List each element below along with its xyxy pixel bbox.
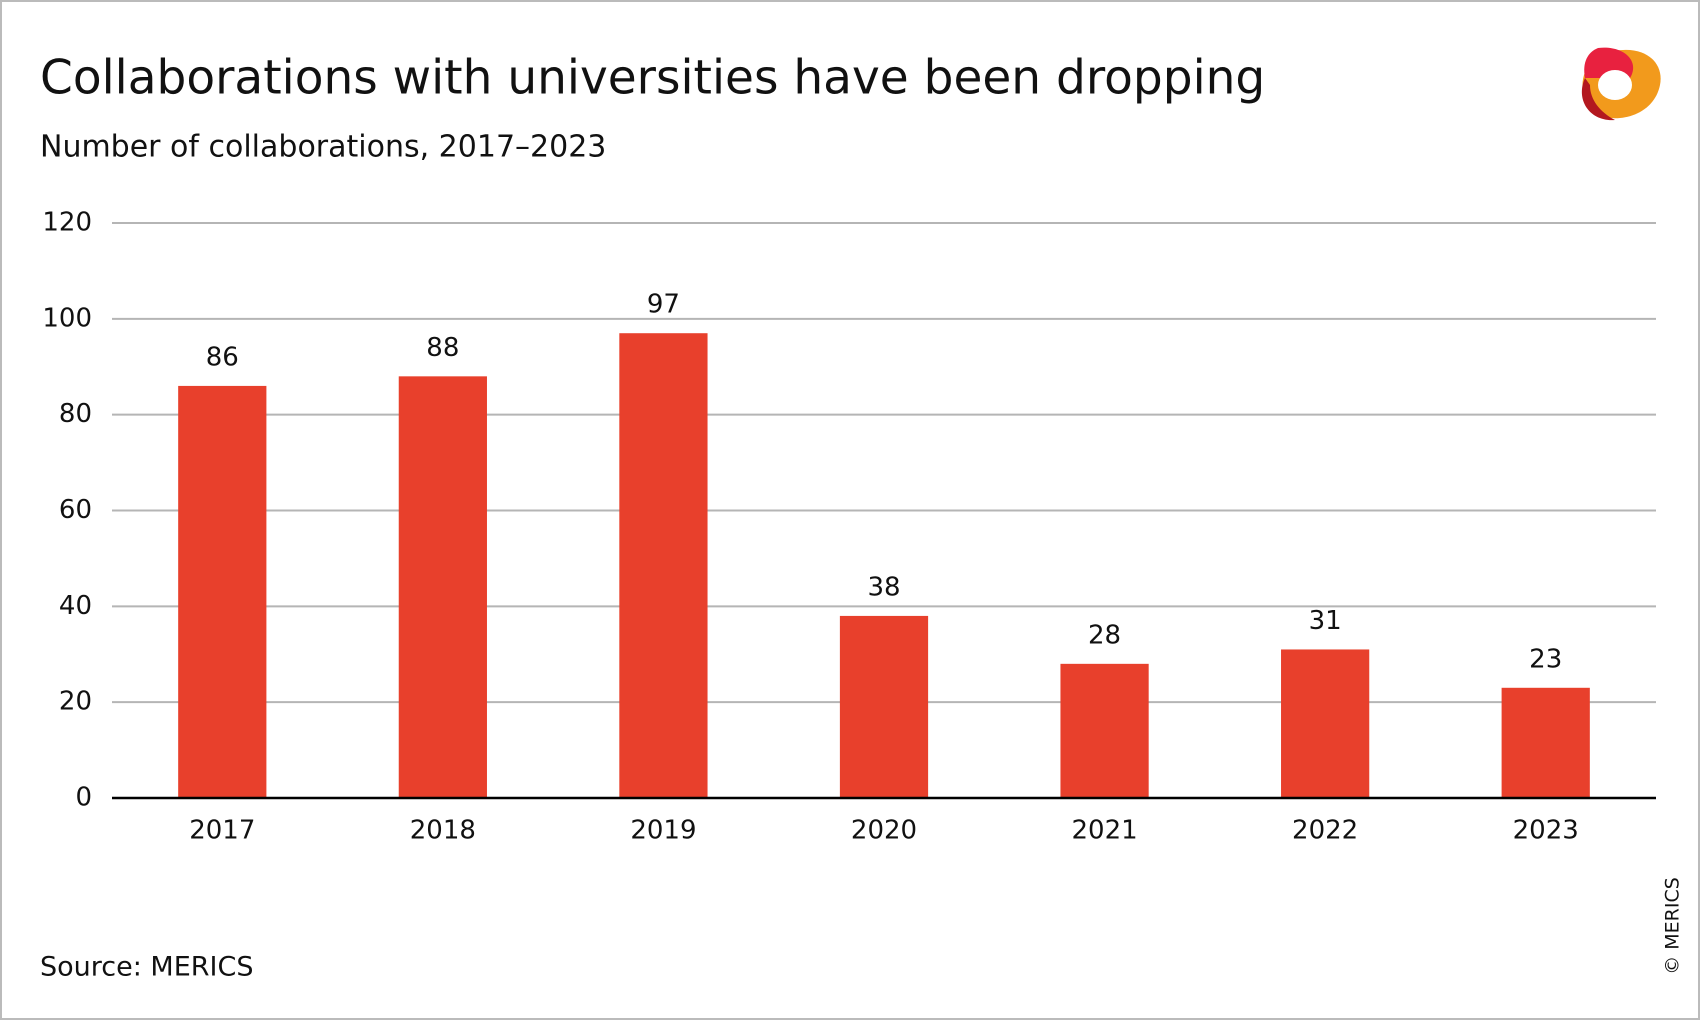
x-tick-label: 2023	[1513, 816, 1579, 846]
x-tick-label: 2021	[1071, 816, 1137, 846]
bar	[1281, 649, 1370, 798]
bar	[1060, 663, 1149, 798]
source: Source: MERICS	[40, 952, 253, 983]
y-tick-label: 0	[75, 783, 92, 813]
copyright: © MERICS	[1662, 877, 1684, 975]
bar	[398, 376, 487, 798]
data-label: 86	[206, 342, 239, 372]
y-tick-label: 100	[42, 303, 92, 333]
data-label: 31	[1309, 606, 1342, 636]
y-tick-label: 80	[59, 399, 92, 429]
y-tick-label: 20	[59, 687, 92, 717]
x-tick-label: 2019	[630, 816, 696, 846]
bar	[619, 333, 708, 798]
data-label: 28	[1088, 620, 1121, 650]
y-tick-label: 40	[59, 591, 92, 621]
x-tick-label: 2018	[410, 816, 476, 846]
bar	[839, 615, 929, 798]
y-tick-label: 120	[42, 208, 92, 238]
y-tick-label: 60	[59, 495, 92, 525]
x-tick-label: 2017	[189, 816, 255, 846]
bar	[1501, 687, 1590, 798]
logo	[1581, 47, 1661, 121]
data-label: 38	[867, 572, 900, 602]
data-label: 97	[647, 290, 680, 320]
data-label: 88	[426, 333, 459, 363]
data-label: 23	[1529, 644, 1562, 674]
chart-title: Collaborations with universities have be…	[40, 51, 1265, 106]
bar	[178, 385, 267, 798]
chart-subtitle: Number of collaborations, 2017–2023	[40, 130, 606, 165]
x-tick-label: 2022	[1292, 816, 1358, 846]
x-tick-label: 2020	[851, 816, 917, 846]
